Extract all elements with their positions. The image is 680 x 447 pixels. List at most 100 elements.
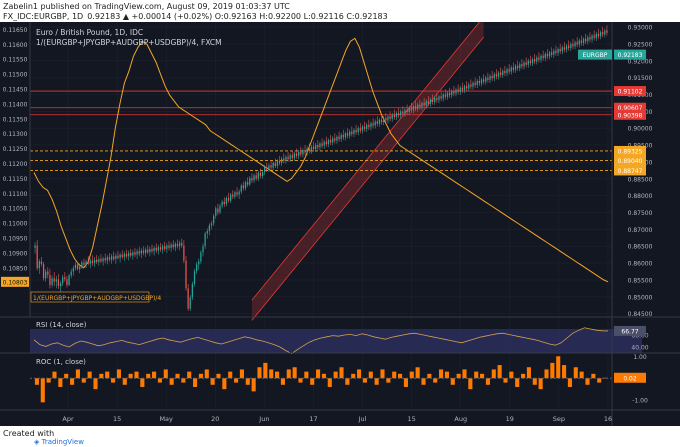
roc-bar [304, 371, 309, 379]
tradingview-icon: ◈ [34, 438, 40, 446]
roc-bar [556, 356, 561, 379]
roc-bar [52, 371, 57, 379]
time-tick: Apr [62, 415, 74, 423]
candle-body [113, 256, 115, 260]
roc-bar [345, 378, 350, 385]
price-tick: 0.84500 [628, 311, 653, 318]
roc-bar [81, 378, 86, 383]
candle-body [542, 55, 544, 59]
roc-last-box [614, 372, 646, 383]
candle-body [451, 91, 453, 96]
candle-body [380, 119, 383, 123]
roc-bar [433, 378, 438, 383]
level-tag-box [614, 155, 646, 166]
candle-body [115, 255, 117, 260]
candle-body [329, 140, 332, 143]
symbol-tag-box [578, 49, 612, 60]
roc-bar [503, 378, 508, 383]
roc-bar [362, 378, 367, 383]
candle-body [68, 275, 70, 285]
candle-body [548, 52, 551, 57]
roc-bar [415, 367, 420, 379]
candle-body [215, 208, 217, 216]
candle-body [429, 99, 432, 104]
overlay-tick: 0.11650 [3, 27, 28, 34]
candle-body [236, 192, 238, 195]
candle-body [376, 121, 378, 124]
level-lines [30, 90, 612, 171]
candle-body [240, 185, 242, 192]
candle-body [448, 92, 451, 96]
roc-bar [386, 378, 391, 383]
candle-body [261, 172, 264, 177]
candle-body [374, 121, 376, 126]
candle-body [51, 278, 53, 285]
price-tick: 0.92000 [628, 58, 653, 65]
overlay-tick: 0.11050 [3, 206, 28, 213]
candle-body [257, 172, 259, 179]
candle-body [202, 246, 204, 253]
candle-body [574, 42, 576, 47]
roc-bar [526, 367, 531, 379]
candle-body [189, 297, 191, 309]
candle-body [351, 131, 353, 134]
candle-body [527, 60, 529, 65]
candle-body [514, 65, 517, 70]
roc-bar [116, 369, 121, 379]
chart-background [0, 22, 680, 426]
roc-bar [292, 367, 297, 379]
candle-body [242, 185, 245, 189]
tradingview-logo[interactable]: ◈ TradingView [34, 438, 84, 446]
last-price-value: 0.92183 [618, 52, 643, 59]
candle-body [325, 141, 327, 145]
candle-body [510, 67, 512, 72]
candle-body [378, 119, 381, 124]
candle-body [315, 145, 317, 150]
candle-body [187, 288, 189, 309]
roc-bar [298, 378, 303, 383]
candle-body [504, 70, 506, 74]
candle-body [108, 257, 111, 260]
candle-body [255, 175, 257, 179]
candle-body [278, 160, 281, 163]
price-tick: 0.92500 [628, 41, 653, 48]
roc-bar [128, 373, 133, 379]
candle-body [40, 261, 43, 265]
candle-body [453, 91, 455, 94]
candle-body [287, 156, 289, 160]
roc-last-value: 0.02 [623, 375, 637, 382]
candle-body [312, 146, 315, 150]
candle-body [300, 151, 302, 155]
candle-body [493, 74, 495, 79]
candle-body [472, 82, 474, 87]
roc-bar [567, 378, 572, 387]
candle-body [355, 129, 357, 133]
candle-body [308, 148, 310, 151]
candle-body [204, 233, 206, 247]
roc-bar [585, 378, 590, 385]
candle-body [431, 99, 434, 102]
time-tick: 17 [309, 415, 317, 423]
candle-body [455, 89, 457, 94]
candle-body [359, 128, 361, 131]
overlay-tick: 0.11350 [3, 116, 28, 123]
candle-body [42, 264, 45, 279]
candle-body [368, 124, 370, 128]
chart-area[interactable]: 0.11650 0.11600 0.11550 0.11500 0.11450 0.114… [0, 22, 680, 426]
candle-body [151, 248, 153, 252]
price-tick: 0.91500 [628, 75, 653, 82]
candle-body [227, 197, 230, 201]
candle-body [117, 255, 119, 258]
candle-body [213, 215, 215, 224]
candle-body [45, 271, 47, 279]
candle-body [425, 101, 427, 106]
roc-bar [497, 365, 502, 379]
candle-body [181, 242, 183, 246]
candle-body [119, 254, 121, 258]
overlay-tick: 0.11600 [3, 42, 28, 49]
candle-body [551, 52, 553, 55]
rsi-last-box [614, 325, 646, 336]
time-axis-ticks[interactable]: Apr 15 May 20 Jun 17 Jul 15 Aug 19 Sep 16 [62, 415, 612, 423]
candle-body [410, 107, 412, 111]
candle-body [487, 77, 489, 80]
